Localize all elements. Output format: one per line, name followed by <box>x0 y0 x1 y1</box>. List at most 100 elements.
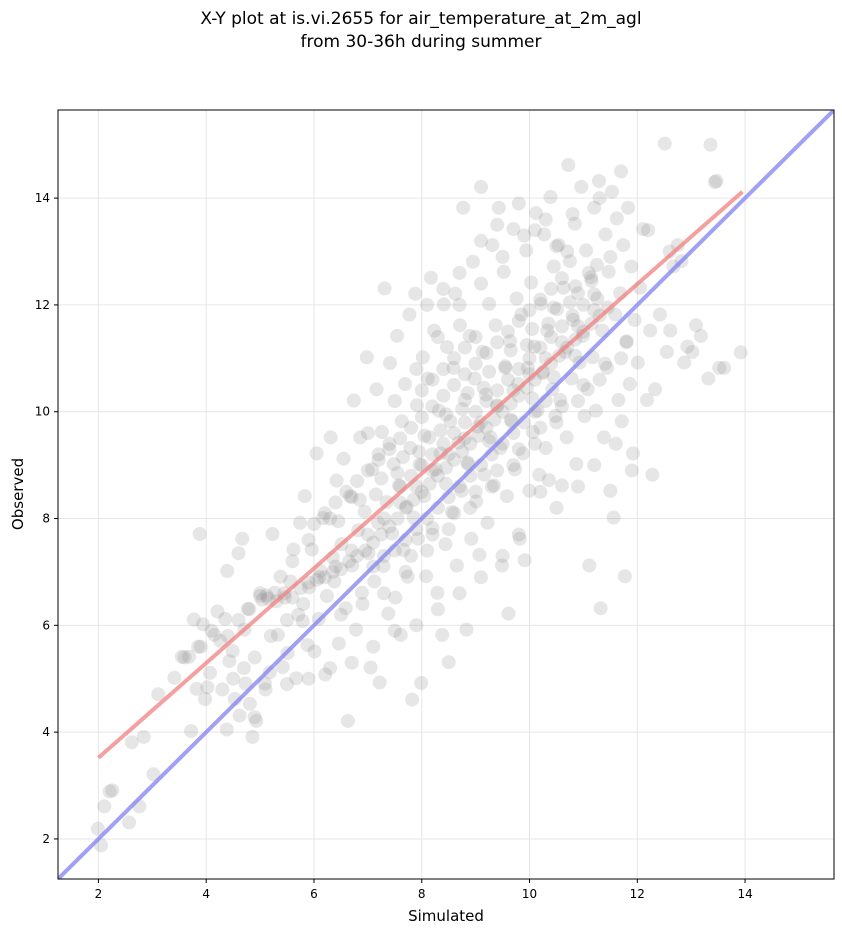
data-point <box>471 428 486 443</box>
data-point <box>606 510 621 525</box>
data-point <box>191 639 206 654</box>
data-point <box>336 451 351 466</box>
data-point <box>425 521 440 536</box>
data-point <box>645 467 660 482</box>
data-point <box>474 233 488 248</box>
data-point <box>317 506 332 521</box>
data-point <box>449 558 464 573</box>
data-point <box>568 279 583 294</box>
data-point <box>441 522 456 537</box>
data-point <box>261 591 276 606</box>
data-point <box>622 377 637 391</box>
data-point <box>624 463 639 478</box>
data-point <box>538 212 553 227</box>
data-point <box>468 404 483 419</box>
data-point <box>587 303 602 318</box>
data-point <box>325 564 340 579</box>
data-point <box>390 466 405 481</box>
data-point <box>587 287 602 302</box>
data-point <box>225 644 240 658</box>
data-point <box>218 611 233 626</box>
data-point <box>553 393 568 407</box>
x-tick-label: 6 <box>310 887 318 901</box>
x-tick-label: 4 <box>202 887 210 901</box>
data-point <box>259 588 274 603</box>
data-point <box>307 644 322 659</box>
data-point <box>363 660 378 675</box>
data-point <box>447 426 462 441</box>
data-point <box>576 297 591 312</box>
data-point <box>603 249 618 264</box>
x-tick-label: 10 <box>522 887 537 901</box>
data-point <box>501 324 515 339</box>
data-point <box>447 452 462 467</box>
data-point <box>385 526 400 541</box>
data-point <box>146 767 161 782</box>
data-point <box>439 460 453 475</box>
data-point <box>627 312 642 327</box>
data-point <box>584 273 599 288</box>
data-point <box>105 783 120 798</box>
data-point <box>253 589 268 603</box>
data-point <box>318 667 333 682</box>
data-point <box>301 575 316 590</box>
y-tick-label: 4 <box>42 725 50 739</box>
data-point <box>247 650 262 665</box>
data-point <box>242 602 257 617</box>
data-point <box>479 346 494 360</box>
data-point <box>589 257 604 272</box>
data-point <box>415 350 430 365</box>
data-point <box>592 174 606 188</box>
data-point <box>203 665 217 680</box>
data-point <box>447 506 462 521</box>
data-point <box>262 665 277 680</box>
data-point <box>501 606 516 621</box>
data-point <box>490 463 505 478</box>
data-point <box>350 548 365 563</box>
data-point <box>312 570 327 585</box>
data-point <box>554 271 569 286</box>
data-point <box>569 457 584 472</box>
data-point <box>488 318 503 333</box>
data-point <box>436 388 451 403</box>
data-point <box>670 238 685 253</box>
data-point <box>519 243 534 258</box>
data-point <box>626 446 640 461</box>
data-point <box>693 328 708 343</box>
data-point <box>327 574 342 589</box>
data-point <box>226 671 241 686</box>
data-point <box>619 334 634 349</box>
data-point <box>177 650 192 665</box>
data-point <box>374 471 389 486</box>
data-point <box>446 360 461 375</box>
data-point <box>571 479 585 494</box>
data-point <box>592 372 607 387</box>
data-point <box>182 649 196 664</box>
data-point <box>189 681 204 696</box>
data-point <box>598 227 613 242</box>
data-point <box>344 543 359 558</box>
data-point <box>436 281 451 296</box>
x-axis-label: Simulated <box>408 907 484 925</box>
data-point <box>400 569 415 584</box>
data-point <box>457 340 472 355</box>
data-point <box>490 383 505 398</box>
data-point <box>495 249 510 264</box>
data-point <box>393 627 408 642</box>
data-point <box>677 355 692 370</box>
data-point <box>517 553 532 568</box>
data-point <box>124 735 139 750</box>
data-point <box>588 403 603 418</box>
data-point <box>406 492 421 507</box>
data-point <box>425 447 440 462</box>
data-point <box>460 455 475 470</box>
data-point <box>482 364 497 379</box>
data-point <box>444 505 459 520</box>
data-point <box>516 446 531 461</box>
data-point <box>565 308 580 323</box>
data-point <box>425 372 440 387</box>
data-point <box>554 478 569 493</box>
data-point <box>309 446 324 461</box>
